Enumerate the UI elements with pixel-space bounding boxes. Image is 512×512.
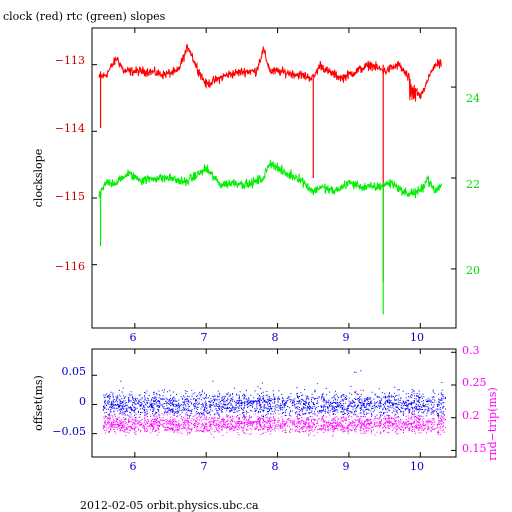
- bottom-x-tick-label: 8: [272, 460, 279, 473]
- chart-title: clock (red) rtc (green) slopes: [3, 10, 166, 23]
- top-right-tick-label: 24: [466, 92, 480, 105]
- clock-slope-line: [98, 44, 443, 102]
- top-right-tick-label: 20: [466, 264, 480, 277]
- bottom-right-tick-label: 0.2: [462, 409, 480, 422]
- bottom-series-group: [102, 370, 447, 438]
- top-axis-ticks: [92, 28, 456, 328]
- top-right-tick-label: 22: [466, 178, 480, 191]
- top-x-tick-label: 7: [201, 331, 208, 344]
- rtc-slope-line: [98, 159, 443, 199]
- bottom-right-tick-label: 0.25: [462, 376, 487, 389]
- round-trip-scatter: [102, 389, 447, 438]
- bottom-y2-axis-label: rnd−trip(ms): [486, 387, 499, 461]
- bottom-x-tick-label: 9: [343, 460, 350, 473]
- bottom-right-tick-label: 0.15: [462, 442, 487, 455]
- top-left-tick-label: −114: [55, 122, 85, 135]
- bottom-right-tick-label: 0.3: [462, 344, 480, 357]
- bottom-axis-ticks: [92, 349, 456, 457]
- top-series-group: [98, 44, 443, 315]
- bottom-x-tick-label: 10: [410, 460, 424, 473]
- top-x-tick-label: 8: [272, 331, 279, 344]
- bottom-left-tick-label: −0.05: [52, 425, 86, 438]
- bottom-left-tick-label: 0.05: [62, 365, 87, 378]
- bottom-x-tick-label: 7: [201, 460, 208, 473]
- bottom-x-tick-label: 6: [130, 460, 137, 473]
- bottom-y-axis-label: offset(ms): [32, 375, 45, 431]
- top-y-axis-label: clockslope: [32, 149, 45, 207]
- top-left-tick-label: −115: [55, 190, 85, 203]
- top-x-tick-label: 10: [410, 331, 424, 344]
- bottom-plot-frame: [91, 348, 457, 458]
- footer-credit: 2012-02-05 orbit.physics.ubc.ca: [80, 499, 259, 512]
- top-left-tick-label: −116: [55, 260, 85, 273]
- offset-scatter: [102, 370, 447, 423]
- top-x-tick-label: 9: [343, 331, 350, 344]
- bottom-left-tick-label: 0: [79, 395, 86, 408]
- top-left-tick-label: −113: [55, 54, 85, 67]
- top-x-tick-label: 6: [130, 331, 137, 344]
